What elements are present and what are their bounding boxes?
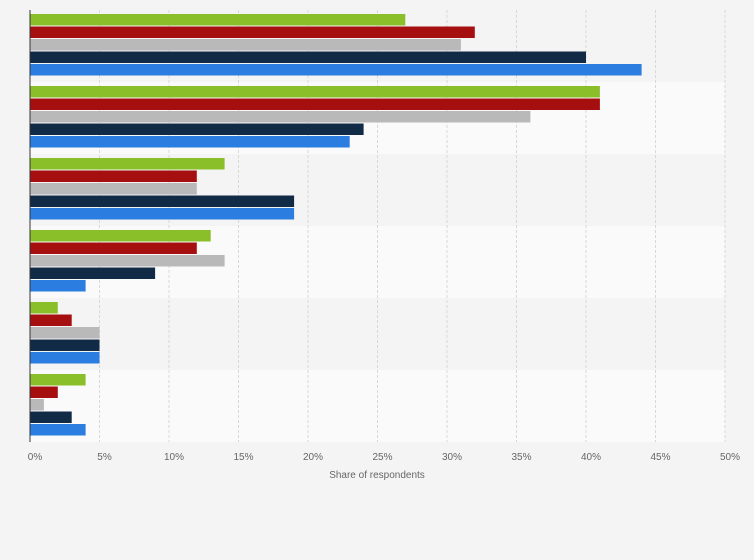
x-tick-label: 50% [720,452,740,463]
bar [30,26,475,38]
bar [30,255,225,267]
bar [30,280,86,292]
bar [30,302,58,314]
bar [30,314,72,326]
bar [30,195,295,207]
bar [30,14,406,26]
x-tick-label: 5% [97,452,112,463]
bar [30,51,586,63]
bar [30,242,197,254]
bar [30,208,295,220]
bar [30,86,600,98]
bar [30,183,197,195]
bar [30,424,86,436]
bar [30,327,100,339]
x-tick-label: 30% [442,452,462,463]
bar [30,64,642,76]
x-axis-title: Share of respondents [329,470,425,481]
bar [30,374,86,386]
bars [30,14,642,436]
gridlines [99,10,726,442]
x-tick-label: 20% [303,452,323,463]
bar [30,111,531,123]
x-tick-label: 0% [28,452,43,463]
bar [30,386,58,398]
bar [30,136,350,148]
bar [30,339,100,351]
bar [30,267,156,279]
x-tick-label: 15% [233,452,253,463]
bar [30,170,197,182]
x-tick-label: 10% [164,452,184,463]
bar [30,158,225,170]
x-tick-label: 45% [650,452,670,463]
x-axis-ticks: 0% 5% 10% 15% 20% 25% 30% 35% 40% 45% 50% [28,452,740,463]
x-tick-label: 40% [581,452,601,463]
bar [30,98,600,110]
bar [30,411,72,423]
bar [30,399,44,411]
bar [30,123,364,135]
x-tick-label: 25% [372,452,392,463]
bar [30,39,461,51]
category-band [30,298,725,370]
bar [30,230,211,242]
x-tick-label: 35% [511,452,531,463]
bar [30,352,100,364]
